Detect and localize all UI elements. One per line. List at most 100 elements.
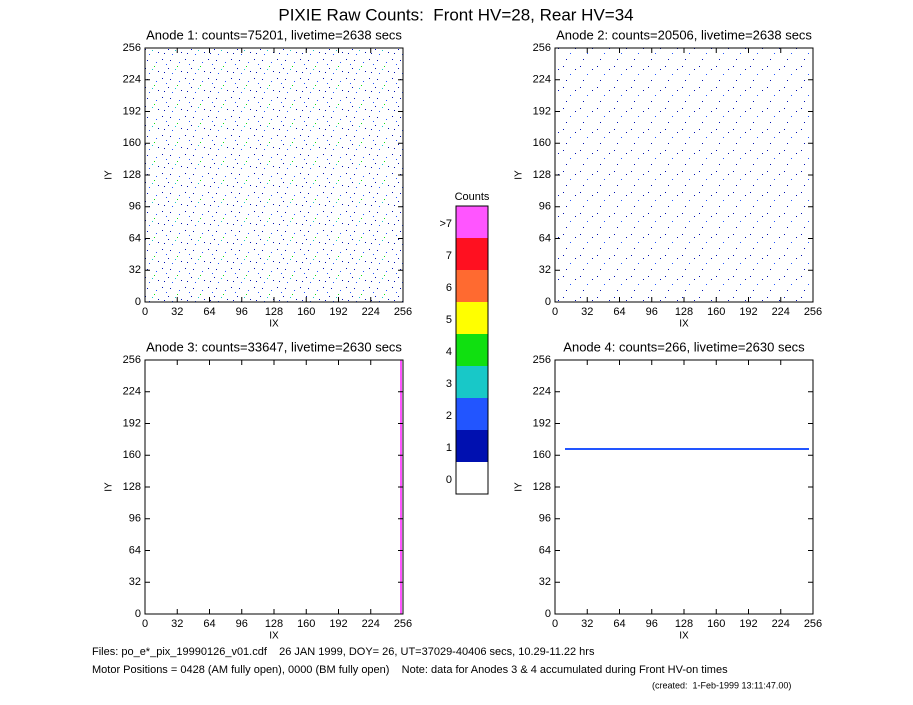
footer-motor: Motor Positions = 0428 (AM fully open), … [92,664,728,676]
x-tick-label: 96 [646,618,658,630]
colorbar-cell [456,334,488,366]
colorbar-frame [455,205,489,495]
panel: Anode 3: counts=33647, livetime=2630 sec… [104,339,413,641]
plot-area [145,360,403,614]
y-tick-label: 192 [533,105,551,117]
colorbar-cell [456,302,488,334]
y-tick-label: 192 [123,105,141,117]
x-tick-label: 0 [142,618,148,630]
y-tick-label: 160 [533,449,551,461]
x-tick-label: 192 [739,306,757,318]
y-tick-label: 192 [533,417,551,429]
colorbar-cell [456,462,488,494]
x-tick-label: 0 [552,618,558,630]
y-tick-label: 224 [533,74,551,86]
x-tick-label: 32 [171,618,183,630]
colorbar-cell [456,398,488,430]
x-tick-label: 128 [675,618,693,630]
panel: Anode 2: counts=20506, livetime=2638 sec… [514,27,823,329]
x-tick-label: 224 [362,618,380,630]
x-tick-label: 32 [581,306,593,318]
x-tick-label: 64 [613,618,625,630]
colorbar: Counts 0 1 2 3 4 5 6 7 >7 [439,191,490,495]
colorbar-label: 1 [446,442,452,454]
y-axis-label: IY [514,482,525,492]
x-tick-label: 160 [297,618,315,630]
panel: Anode 4: counts=266, livetime=2630 secs 0… [514,339,823,641]
colorbar-label: 4 [446,346,452,358]
x-tick-label: 96 [236,306,248,318]
x-axis-label: IX [269,319,279,330]
x-axis-label: IX [679,631,689,642]
panel: Anode 1: counts=75201, livetime=2638 sec… [104,27,413,329]
colorbar-cell [456,430,488,462]
colorbar-label: >7 [439,218,452,230]
x-tick-label: 64 [203,306,215,318]
x-tick-label: 128 [675,306,693,318]
y-tick-label: 128 [123,481,141,493]
x-tick-label: 64 [203,618,215,630]
x-tick-label: 256 [804,618,822,630]
y-tick-label: 96 [129,201,141,213]
y-tick-label: 32 [539,576,551,588]
x-axis-label: IX [679,319,689,330]
colorbar-cell [456,238,488,270]
y-tick-label: 0 [135,608,141,620]
y-tick-label: 256 [533,42,551,54]
y-axis-label: IY [514,170,525,180]
colorbar-label: 5 [446,314,452,326]
x-tick-label: 64 [613,306,625,318]
x-tick-label: 160 [707,306,725,318]
y-tick-label: 0 [135,296,141,308]
colorbar-label: 7 [446,250,452,262]
y-tick-label: 64 [129,232,141,244]
y-tick-label: 224 [123,386,141,398]
colorbar-cell [456,270,488,302]
x-tick-label: 160 [297,306,315,318]
colorbar-cell [456,206,488,238]
y-tick-label: 32 [129,576,141,588]
y-tick-label: 192 [123,417,141,429]
x-tick-label: 256 [394,306,412,318]
x-tick-label: 256 [394,618,412,630]
footer-files: Files: po_e*_pix_19990126_v01.cdf 26 JAN… [92,646,595,658]
x-tick-label: 224 [362,306,380,318]
y-tick-label: 64 [129,544,141,556]
y-tick-label: 256 [123,354,141,366]
colorbar-cell [456,366,488,398]
y-tick-label: 256 [123,42,141,54]
row-stripe [565,448,809,450]
y-tick-label: 224 [123,74,141,86]
x-tick-label: 224 [772,618,790,630]
colorbar-label: 6 [446,282,452,294]
colorbar-title: Counts [455,191,490,203]
y-tick-label: 96 [539,513,551,525]
colorbar-label: 3 [446,378,452,390]
x-tick-label: 32 [581,618,593,630]
x-tick-label: 192 [329,306,347,318]
x-tick-label: 192 [739,618,757,630]
x-axis-label: IX [269,631,279,642]
colorbar-label: 0 [446,474,452,486]
x-tick-label: 160 [707,618,725,630]
x-tick-label: 0 [142,306,148,318]
x-tick-label: 96 [236,618,248,630]
x-tick-label: 224 [772,306,790,318]
x-tick-label: 96 [646,306,658,318]
y-tick-label: 160 [533,137,551,149]
y-tick-label: 0 [545,608,551,620]
y-tick-label: 128 [533,481,551,493]
y-tick-label: 0 [545,296,551,308]
x-tick-label: 256 [804,306,822,318]
x-tick-label: 0 [552,306,558,318]
y-tick-label: 32 [539,264,551,276]
y-tick-label: 96 [539,201,551,213]
page-title: PIXIE Raw Counts: Front HV=28, Rear HV=3… [278,5,633,24]
plot-area [555,48,813,302]
footer-created: (created: 1-Feb-1999 13:11:47.00) [652,680,791,690]
x-tick-label: 128 [265,306,283,318]
x-tick-label: 128 [265,618,283,630]
panel-title: Anode 3: counts=33647, livetime=2630 sec… [146,339,402,354]
y-tick-label: 32 [129,264,141,276]
